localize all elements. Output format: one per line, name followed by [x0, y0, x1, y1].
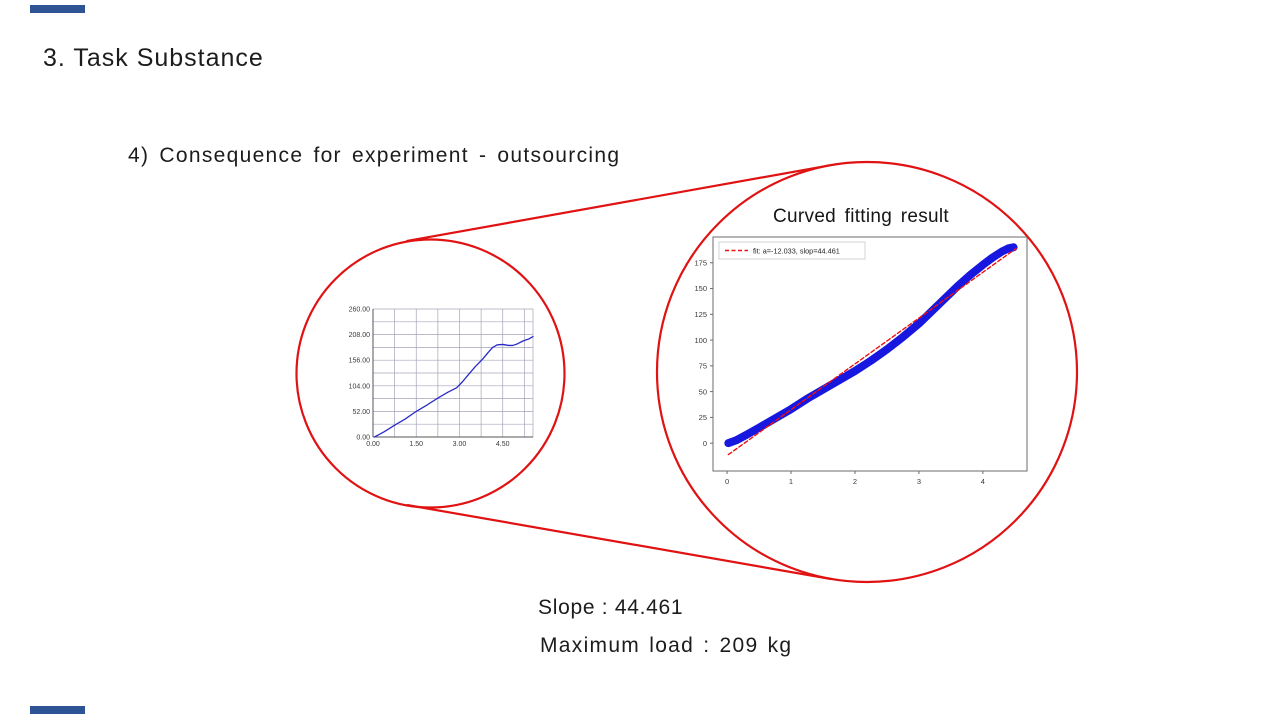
svg-text:100: 100 — [694, 336, 707, 345]
svg-text:50: 50 — [699, 387, 707, 396]
svg-text:52.00: 52.00 — [352, 409, 370, 416]
accent-bar-bottom — [30, 706, 85, 714]
svg-text:4: 4 — [981, 477, 985, 486]
svg-text:208.00: 208.00 — [349, 332, 371, 339]
accent-bar-top — [30, 5, 85, 13]
magnifier-bottom-connector — [406, 503, 832, 581]
svg-text:1.50: 1.50 — [409, 441, 423, 448]
svg-text:25: 25 — [699, 413, 707, 422]
svg-text:3: 3 — [917, 477, 921, 486]
max-load-result: Maximum load : 209 kg — [540, 634, 793, 657]
raw-data-chart: 0.00 1.50 3.00 4.50 0.00 52.00 104.00 156.00 208… — [330, 302, 542, 457]
svg-text:1: 1 — [789, 477, 793, 486]
raw-data-chart-canvas: 0.00 1.50 3.00 4.50 0.00 52.00 104.00 156.00 208… — [349, 307, 534, 448]
svg-text:4.50: 4.50 — [496, 441, 510, 448]
svg-text:125: 125 — [694, 310, 707, 319]
svg-text:2: 2 — [853, 477, 857, 486]
svg-text:0.00: 0.00 — [356, 435, 370, 442]
svg-text:3.00: 3.00 — [453, 441, 467, 448]
svg-text:0.00: 0.00 — [366, 441, 380, 448]
svg-text:104.00: 104.00 — [349, 383, 371, 390]
fitted-chart-panel: Curved fitting result 0 1 2 3 4 0 25 50 75 100 125… — [688, 206, 1034, 506]
svg-text:0: 0 — [703, 439, 707, 448]
svg-text:fit: a=-12.033, slop=44.461: fit: a=-12.033, slop=44.461 — [753, 246, 840, 255]
slide-title: 3. Task Substance — [43, 44, 264, 72]
slope-result: Slope : 44.461 — [538, 596, 684, 619]
svg-text:175: 175 — [694, 258, 707, 267]
svg-text:75: 75 — [699, 362, 707, 371]
svg-text:156.00: 156.00 — [349, 358, 371, 365]
svg-text:260.00: 260.00 — [349, 307, 371, 314]
svg-text:0: 0 — [725, 477, 729, 486]
slide-subtitle: 4) Consequence for experiment - outsourc… — [128, 144, 621, 167]
fitted-chart-canvas: 0 1 2 3 4 0 25 50 75 100 125 150 175 fit: a=-12.033, … — [694, 236, 1028, 486]
fitted-chart-title: Curved fitting result — [773, 206, 949, 227]
svg-text:150: 150 — [694, 284, 707, 293]
